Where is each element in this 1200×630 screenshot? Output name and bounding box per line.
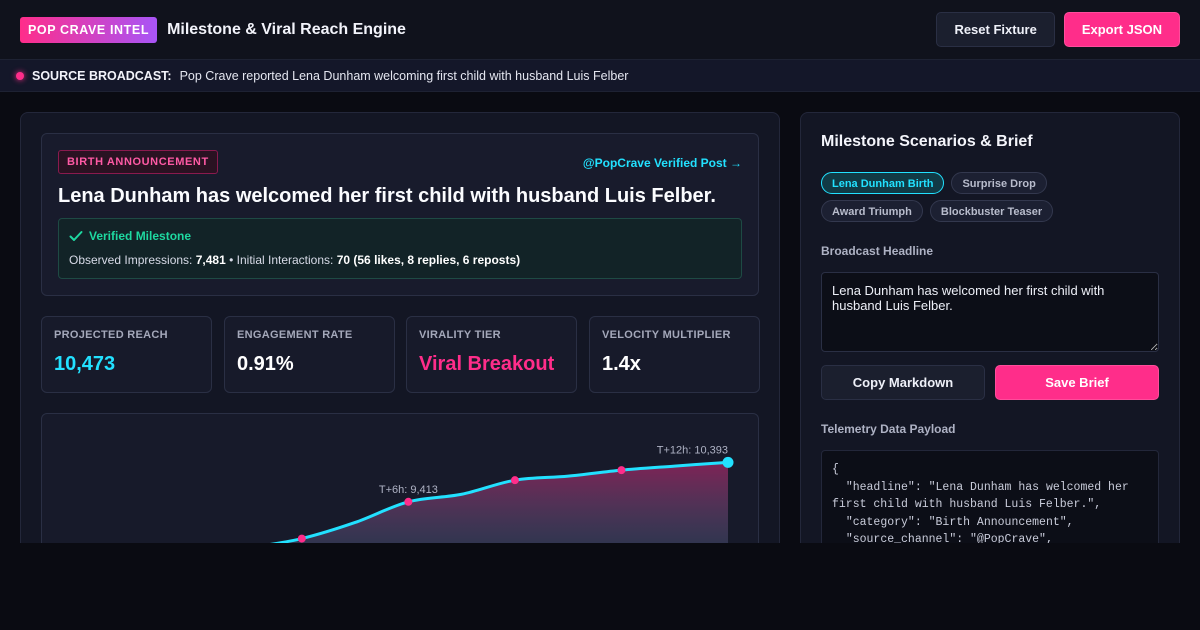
- reach-chart-card: T+6h: 9,413 T+12h: 10,393: [41, 413, 759, 551]
- reach-chart: T+6h: 9,413 T+12h: 10,393: [232, 444, 734, 551]
- metric-value: 10,473: [54, 353, 116, 375]
- metric-value: Viral Breakout: [419, 353, 555, 375]
- top-bar: POP CRAVE INTEL Milestone & Viral Reach …: [0, 0, 1200, 60]
- brief-title: Milestone Scenarios & Brief: [821, 133, 1033, 150]
- ticker-label: SOURCE BROADCAST:: [32, 68, 172, 83]
- metric-label: VIRALITY TIER: [419, 329, 501, 341]
- metric-card-projected-reach: PROJECTED REACH 10,473: [41, 316, 212, 393]
- post-card: BIRTH ANNOUNCEMENT @PopCrave Verified Po…: [41, 133, 759, 296]
- interactions-value: 70 (56 likes, 8 replies, 6 reposts): [336, 253, 521, 267]
- source-ticker: SOURCE BROADCAST: Pop Crave reported Len…: [0, 60, 1200, 92]
- payload-label: Telemetry Data Payload: [821, 422, 956, 436]
- top-actions: Reset Fixture Export JSON: [936, 12, 1180, 47]
- scenario-chip-surprise-drop[interactable]: Surprise Drop: [951, 172, 1047, 194]
- reach-point: [297, 534, 306, 543]
- verified-label: Verified Milestone: [89, 229, 192, 243]
- ticker-text: Pop Crave reported Lena Dunham welcoming…: [179, 68, 629, 83]
- category-badge: BIRTH ANNOUNCEMENT: [58, 150, 218, 174]
- headline-field-label: Broadcast Headline: [821, 244, 934, 258]
- analysis-panel: BIRTH ANNOUNCEMENT @PopCrave Verified Po…: [20, 112, 780, 552]
- metric-label: ENGAGEMENT RATE: [237, 329, 353, 341]
- metric-value: 0.91%: [237, 353, 294, 375]
- scenario-chip-lena-dunham-birth[interactable]: Lena Dunham Birth: [821, 172, 945, 194]
- export-json-button[interactable]: Export JSON: [1063, 12, 1180, 47]
- brand-badge: POP CRAVE INTEL: [20, 16, 158, 43]
- reach-endpoint: [722, 456, 734, 468]
- verified-title: Verified Milestone: [69, 229, 731, 243]
- verified-box: Verified Milestone Observed Impressions:…: [58, 218, 742, 279]
- metric-card-engagement-rate: ENGAGEMENT RATE 0.91%: [224, 316, 395, 393]
- page-fold: [0, 543, 1200, 630]
- impressions-value: 7,481: [195, 253, 226, 267]
- reach-point: [404, 497, 413, 506]
- impressions-label: Observed Impressions:: [69, 253, 193, 267]
- post-headline: Lena Dunham has welcomed her first child…: [58, 185, 716, 207]
- checkmark-icon: [69, 231, 83, 241]
- metric-card-velocity-multiplier: VELOCITY MULTIPLIER 1.4x: [589, 316, 760, 393]
- save-brief-button[interactable]: Save Brief: [995, 365, 1159, 400]
- reach-point: [617, 466, 626, 475]
- scenario-chip-award-triumph[interactable]: Award Triumph: [821, 200, 923, 222]
- brief-actions: Copy Markdown Save Brief: [821, 365, 1159, 400]
- metric-label: VELOCITY MULTIPLIER: [602, 329, 731, 341]
- interactions-label: • Initial Interactions:: [229, 253, 334, 267]
- scenario-chips: Lena Dunham Birth Surprise Drop Award Tr…: [821, 172, 1121, 222]
- metric-label: PROJECTED REACH: [54, 329, 168, 341]
- live-dot-icon: [16, 71, 24, 80]
- chart-annotation: T+12h: 10,393: [657, 444, 728, 456]
- reset-fixture-button[interactable]: Reset Fixture: [936, 12, 1055, 47]
- metric-value: 1.4x: [602, 353, 641, 375]
- headline-textarea[interactable]: Lena Dunham has welcomed her first child…: [821, 272, 1159, 352]
- copy-markdown-button[interactable]: Copy Markdown: [821, 365, 985, 400]
- verified-stats: Observed Impressions: 7,481 • Initial In…: [69, 253, 731, 267]
- chart-annotation: T+6h: 9,413: [379, 484, 438, 496]
- reach-area: [238, 462, 728, 551]
- metric-card-virality-tier: VIRALITY TIER Viral Breakout: [406, 316, 577, 393]
- scenario-chip-blockbuster-teaser[interactable]: Blockbuster Teaser: [929, 200, 1054, 222]
- source-link[interactable]: @PopCrave Verified Post →: [582, 156, 742, 170]
- reach-point: [510, 476, 519, 485]
- telemetry-payload: { "headline": "Lena Dunham has welcomed …: [821, 450, 1159, 551]
- brief-panel: Milestone Scenarios & Brief Lena Dunham …: [800, 112, 1180, 552]
- app-title: Milestone & Viral Reach Engine: [167, 20, 406, 38]
